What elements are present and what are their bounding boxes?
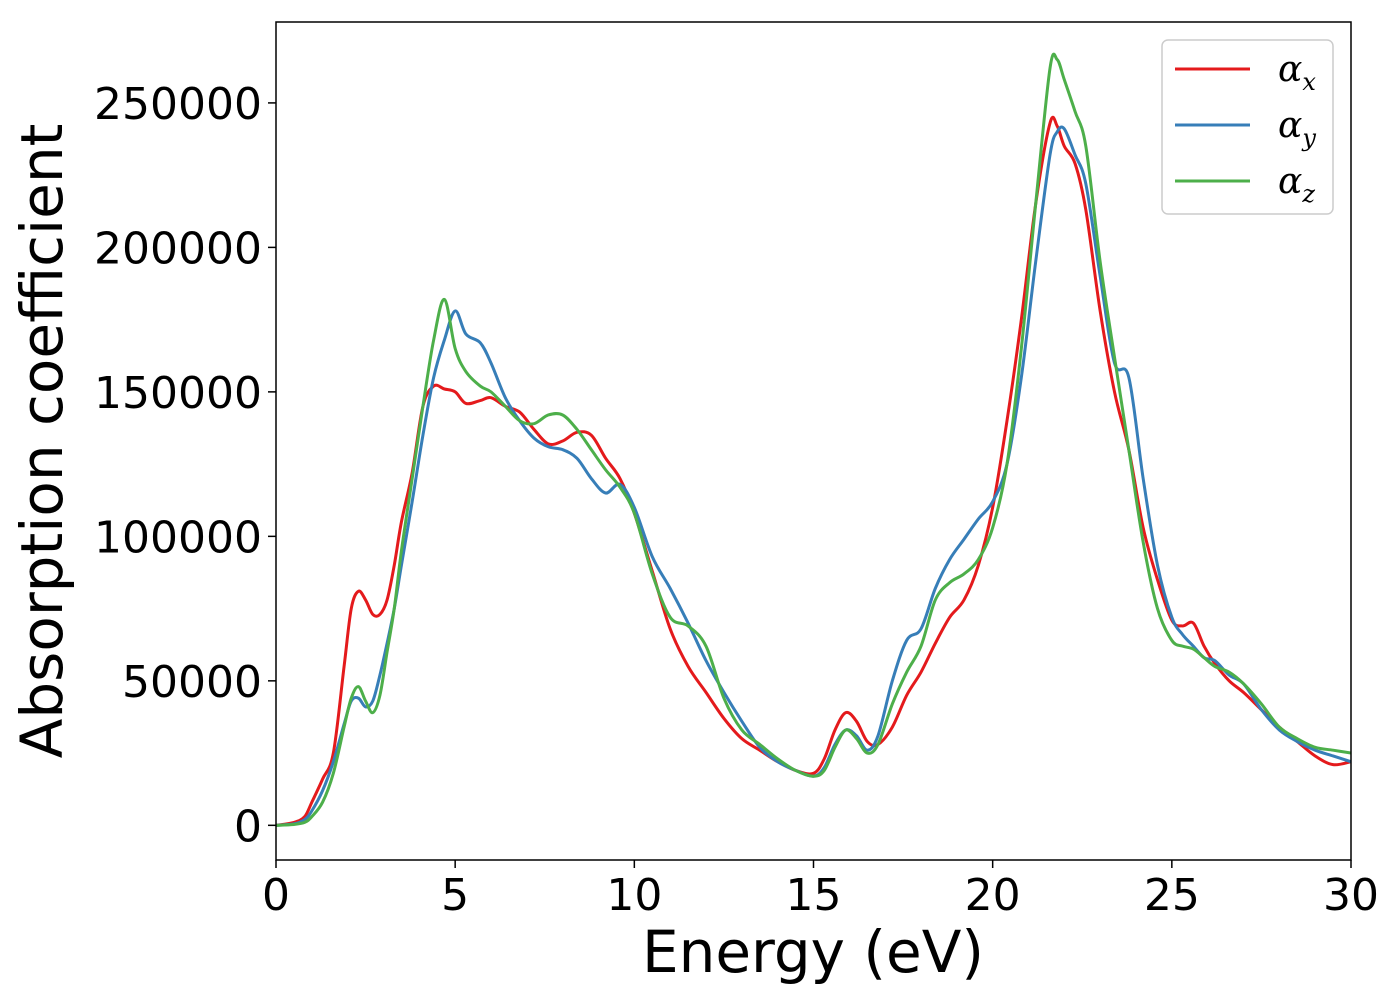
legend-box [1161,39,1334,215]
x-tick-label: 0 [262,870,290,921]
series-layer [276,52,1351,827]
y-tick-label: 50000 [122,657,262,708]
series-line-x [276,115,1351,827]
series-line-z [276,52,1351,827]
y-tick-label: 250000 [94,79,262,130]
y-tick-label: 0 [234,801,262,852]
x-tick-label: 30 [1323,870,1379,921]
y-tick-label: 100000 [94,512,262,563]
x-tick-label: 25 [1144,870,1200,921]
x-tick-label: 15 [786,870,842,921]
x-axis-label: Energy (eV) [642,918,984,986]
legend-subscript: y [1301,124,1316,152]
y-tick-label: 150000 [94,368,262,419]
y-axis-label: Absorption coefficient [8,124,76,759]
x-tick-label: 10 [606,870,662,921]
y-axis-ticks: 0 50000 100000 150000 200000 250000 [94,79,276,852]
x-tick-label: 5 [441,870,469,921]
x-axis-ticks: 0 5 10 15 20 25 30 [262,860,1379,921]
y-tick-label: 200000 [94,223,262,274]
x-tick-label: 20 [965,870,1021,921]
legend-subscript: z [1301,180,1315,208]
legend-subscript: x [1302,68,1316,96]
